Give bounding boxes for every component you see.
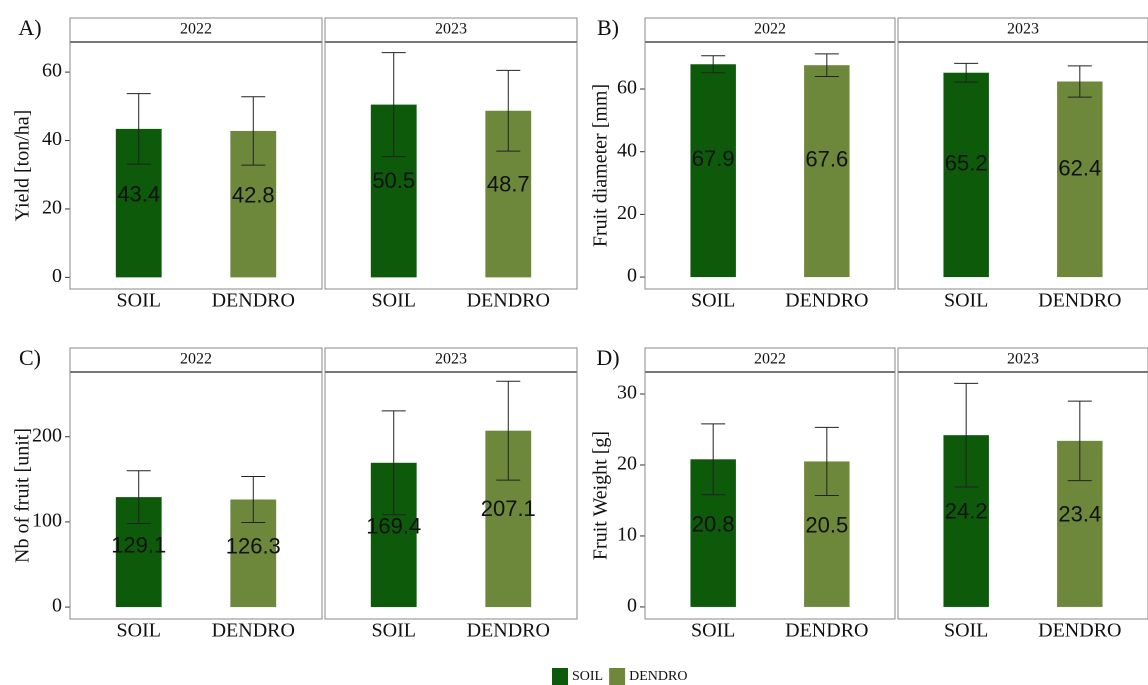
x-tick-label: DENDRO: [212, 620, 295, 642]
y-tick-label: 40: [617, 139, 637, 161]
bar: [690, 64, 736, 278]
y-tick-label: 60: [617, 77, 637, 99]
y-axis-label: Fruit diameter [mm]: [590, 84, 612, 247]
strip-title: 2022: [754, 351, 786, 368]
strip: [69, 17, 323, 43]
value-label: 42.8: [232, 183, 275, 208]
bar: [804, 65, 850, 278]
strip-title: 2022: [754, 21, 786, 38]
x-tick-label: SOIL: [691, 620, 735, 642]
strip-title: 2023: [435, 21, 467, 38]
value-label: 24.2: [945, 498, 988, 523]
x-tick-label: DENDRO: [1038, 620, 1121, 642]
x-tick-label: SOIL: [944, 620, 988, 642]
panel: [897, 371, 1148, 620]
legend-label: SOIL: [572, 669, 603, 684]
panel: [897, 41, 1148, 290]
y-axis-label: Fruit Weight [g]: [590, 431, 612, 560]
y-tick-label: 20: [617, 202, 637, 224]
x-tick-label: DENDRO: [785, 620, 868, 642]
strip: [644, 347, 896, 373]
y-tick-label: 10: [617, 524, 637, 546]
y-tick-label: 20: [617, 453, 637, 475]
x-tick-label: DENDRO: [1038, 290, 1121, 312]
panel-label: C): [19, 345, 41, 370]
value-label: 23.4: [1058, 501, 1101, 526]
value-label: 67.9: [692, 146, 735, 171]
panel: [69, 371, 323, 620]
strip: [897, 17, 1148, 43]
y-axis-label: Yield [ton/ha]: [12, 110, 34, 222]
value-label: 126.3: [226, 534, 281, 559]
value-label: 20.8: [692, 512, 735, 537]
strip-title: 2023: [1007, 351, 1039, 368]
strip: [324, 347, 578, 373]
y-tick-label: 200: [32, 424, 62, 446]
strip: [324, 17, 578, 43]
panel: [69, 41, 323, 290]
value-label: 129.1: [111, 532, 166, 557]
panel: [644, 371, 896, 620]
y-tick-label: 0: [627, 595, 637, 617]
value-label: 169.4: [366, 514, 421, 539]
panel: [324, 41, 578, 290]
panel-label: D): [596, 345, 619, 370]
y-tick-label: 60: [42, 60, 62, 82]
strip-title: 2022: [180, 351, 212, 368]
legend-swatch: [552, 668, 568, 685]
strip-title: 2023: [435, 351, 467, 368]
y-tick-label: 20: [42, 197, 62, 219]
x-tick-label: SOIL: [372, 290, 416, 312]
panel: [324, 371, 578, 620]
y-tick-label: 100: [32, 509, 62, 531]
x-tick-label: SOIL: [117, 620, 161, 642]
panel: [644, 41, 896, 290]
x-tick-label: DENDRO: [785, 290, 868, 312]
x-tick-label: SOIL: [117, 290, 161, 312]
x-tick-label: SOIL: [944, 290, 988, 312]
strip: [897, 347, 1148, 373]
x-tick-label: DENDRO: [467, 290, 550, 312]
y-tick-label: 30: [617, 382, 637, 404]
x-tick-label: DENDRO: [212, 290, 295, 312]
value-label: 62.4: [1058, 155, 1101, 180]
x-tick-label: SOIL: [372, 620, 416, 642]
legend-label: DENDRO: [629, 669, 687, 684]
value-label: 48.7: [487, 172, 530, 197]
strip-title: 2023: [1007, 21, 1039, 38]
y-axis-label: Nb of fruit [unit]: [12, 428, 34, 563]
y-tick-label: 0: [52, 595, 62, 617]
legend-swatch: [609, 668, 626, 685]
y-tick-label: 40: [42, 128, 62, 150]
value-label: 43.4: [117, 182, 160, 207]
bar: [1057, 81, 1103, 278]
panel-label: B): [597, 15, 619, 40]
panel-label: A): [18, 15, 41, 40]
y-tick-label: 0: [52, 265, 62, 287]
x-tick-label: DENDRO: [467, 620, 550, 642]
x-tick-label: SOIL: [691, 290, 735, 312]
value-label: 207.1: [481, 496, 536, 521]
bar: [943, 72, 989, 278]
value-label: 65.2: [945, 150, 988, 175]
value-label: 67.6: [805, 146, 848, 171]
value-label: 50.5: [372, 168, 415, 193]
y-tick-label: 0: [627, 265, 637, 287]
value-label: 20.5: [805, 513, 848, 538]
strip-title: 2022: [180, 21, 212, 38]
